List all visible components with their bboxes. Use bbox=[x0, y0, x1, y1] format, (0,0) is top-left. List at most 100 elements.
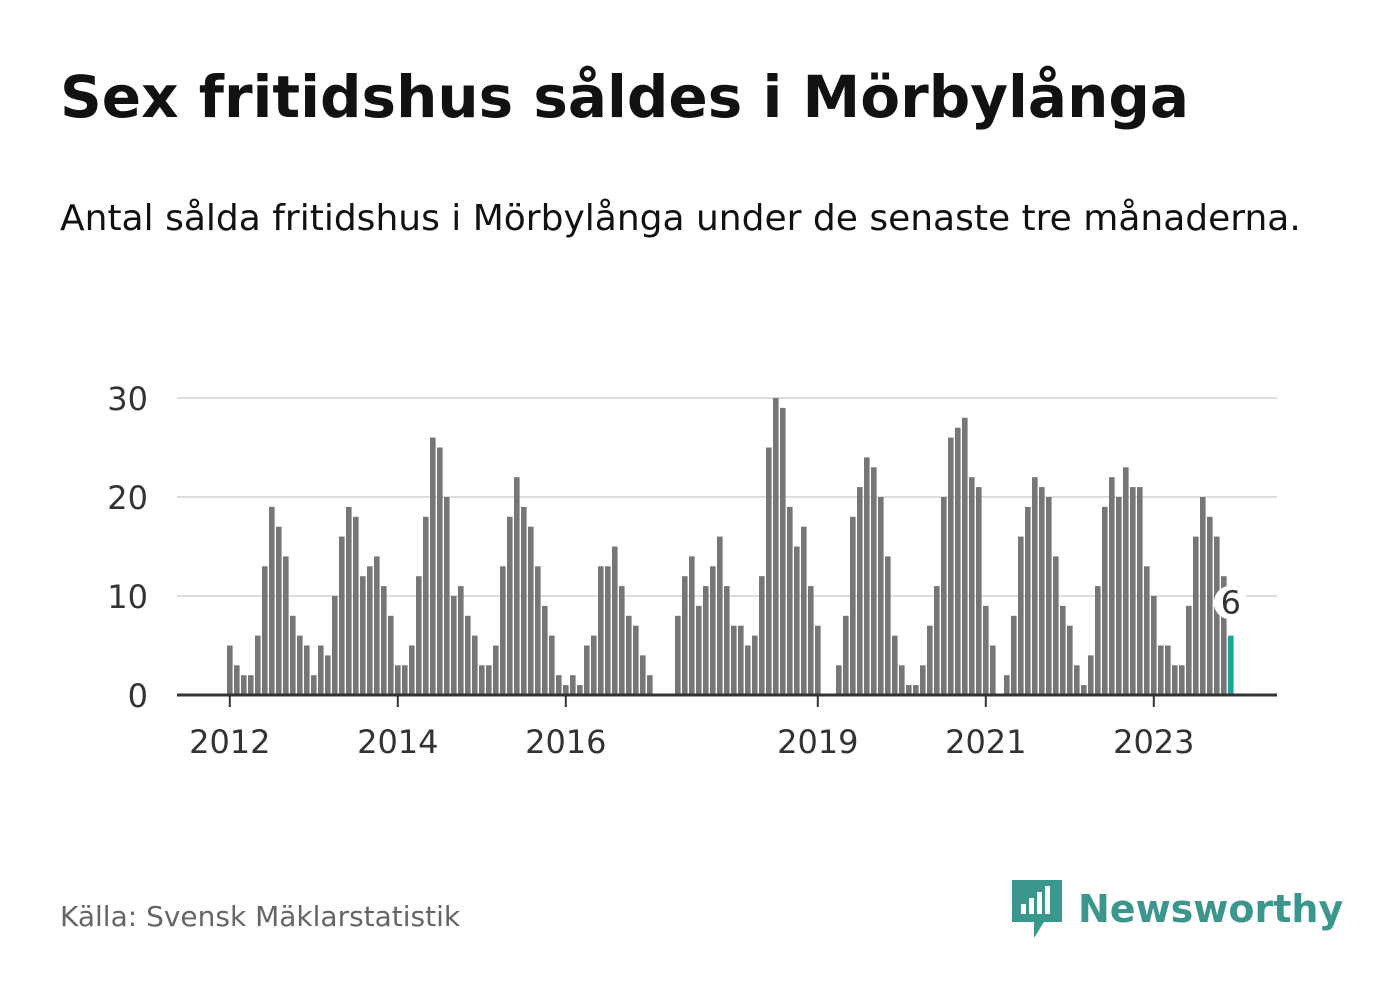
bar bbox=[857, 487, 863, 695]
x-tick-label: 2019 bbox=[777, 723, 858, 761]
bar bbox=[1158, 645, 1164, 695]
bar bbox=[948, 437, 954, 695]
bar bbox=[864, 457, 870, 695]
bar bbox=[1172, 665, 1178, 695]
bar bbox=[794, 546, 800, 695]
bar bbox=[976, 487, 982, 695]
chart-title: Sex fritidshus såldes i Mörbylånga bbox=[60, 63, 1190, 131]
bar bbox=[1193, 536, 1199, 695]
bar bbox=[1102, 506, 1108, 695]
bar bbox=[1130, 487, 1136, 695]
bar bbox=[234, 665, 240, 695]
bar bbox=[731, 625, 737, 695]
bar bbox=[472, 635, 478, 695]
newsworthy-logo-icon bbox=[1012, 880, 1062, 938]
bar bbox=[605, 566, 611, 695]
bar bbox=[241, 675, 247, 695]
bar bbox=[983, 605, 989, 695]
bar bbox=[738, 625, 744, 695]
bar bbox=[1025, 506, 1031, 695]
bar bbox=[1095, 586, 1101, 695]
bar bbox=[759, 576, 765, 695]
y-tick-labels: 0 10 20 30 bbox=[107, 380, 148, 715]
bar bbox=[934, 586, 940, 695]
bar bbox=[689, 556, 695, 695]
bar bbox=[339, 536, 345, 695]
bar bbox=[801, 526, 807, 695]
bar bbox=[1186, 605, 1192, 695]
bar bbox=[962, 417, 968, 695]
bar bbox=[486, 665, 492, 695]
y-tick-label: 20 bbox=[107, 479, 148, 517]
bar bbox=[1053, 556, 1059, 695]
bar bbox=[1018, 536, 1024, 695]
bar bbox=[283, 556, 289, 695]
bar bbox=[920, 665, 926, 695]
bar bbox=[745, 645, 751, 695]
bar bbox=[346, 506, 352, 695]
bar bbox=[598, 566, 604, 695]
bar bbox=[836, 665, 842, 695]
bar bbox=[437, 447, 443, 695]
newsworthy-logo: Newsworthy bbox=[1010, 878, 1343, 940]
bar bbox=[815, 625, 821, 695]
bar bbox=[325, 655, 331, 695]
bar bbox=[1081, 685, 1087, 695]
bar bbox=[612, 546, 618, 695]
bar bbox=[1151, 596, 1157, 695]
bar bbox=[647, 675, 653, 695]
annotation: 6 bbox=[1213, 584, 1248, 622]
bar bbox=[479, 665, 485, 695]
bar bbox=[304, 645, 310, 695]
bar bbox=[780, 407, 786, 695]
bar bbox=[395, 665, 401, 695]
bar bbox=[388, 615, 394, 695]
bars bbox=[227, 398, 1234, 695]
bar bbox=[1046, 497, 1052, 695]
x-tick-label: 2023 bbox=[1113, 723, 1194, 761]
bar bbox=[1004, 675, 1010, 695]
bar bbox=[787, 506, 793, 695]
bar bbox=[619, 586, 625, 695]
x-tick-label: 2014 bbox=[357, 723, 438, 761]
bar bbox=[381, 586, 387, 695]
bar bbox=[1179, 665, 1185, 695]
bar bbox=[675, 615, 681, 695]
bar bbox=[1088, 655, 1094, 695]
bar bbox=[913, 685, 919, 695]
chart-subtitle: Antal sålda fritidshus i Mörbylånga unde… bbox=[60, 198, 1301, 239]
bar bbox=[773, 398, 779, 695]
bar bbox=[584, 645, 590, 695]
bar bbox=[1214, 536, 1220, 695]
bar bbox=[1032, 477, 1038, 695]
x-axis bbox=[177, 693, 1277, 707]
bar bbox=[528, 526, 534, 695]
bar bbox=[430, 437, 436, 695]
bar bbox=[444, 497, 450, 695]
bar bbox=[969, 477, 975, 695]
bar bbox=[752, 635, 758, 695]
bar bbox=[416, 576, 422, 695]
y-tick-label: 30 bbox=[107, 380, 148, 418]
bar bbox=[1011, 615, 1017, 695]
bar bbox=[577, 685, 583, 695]
bar bbox=[1074, 665, 1080, 695]
bar bbox=[1165, 645, 1171, 695]
bar bbox=[871, 467, 877, 695]
bar bbox=[1137, 487, 1143, 695]
bar bbox=[906, 685, 912, 695]
bar bbox=[465, 615, 471, 695]
bar bbox=[892, 635, 898, 695]
bar bbox=[591, 635, 597, 695]
bar bbox=[311, 675, 317, 695]
bar bbox=[248, 675, 254, 695]
bar bbox=[556, 675, 562, 695]
bar bbox=[703, 586, 709, 695]
annotation-label: 6 bbox=[1221, 584, 1241, 622]
x-tick-label: 2016 bbox=[525, 723, 606, 761]
bar bbox=[493, 645, 499, 695]
bar bbox=[1144, 566, 1150, 695]
bar bbox=[374, 556, 380, 695]
bar bbox=[276, 526, 282, 695]
